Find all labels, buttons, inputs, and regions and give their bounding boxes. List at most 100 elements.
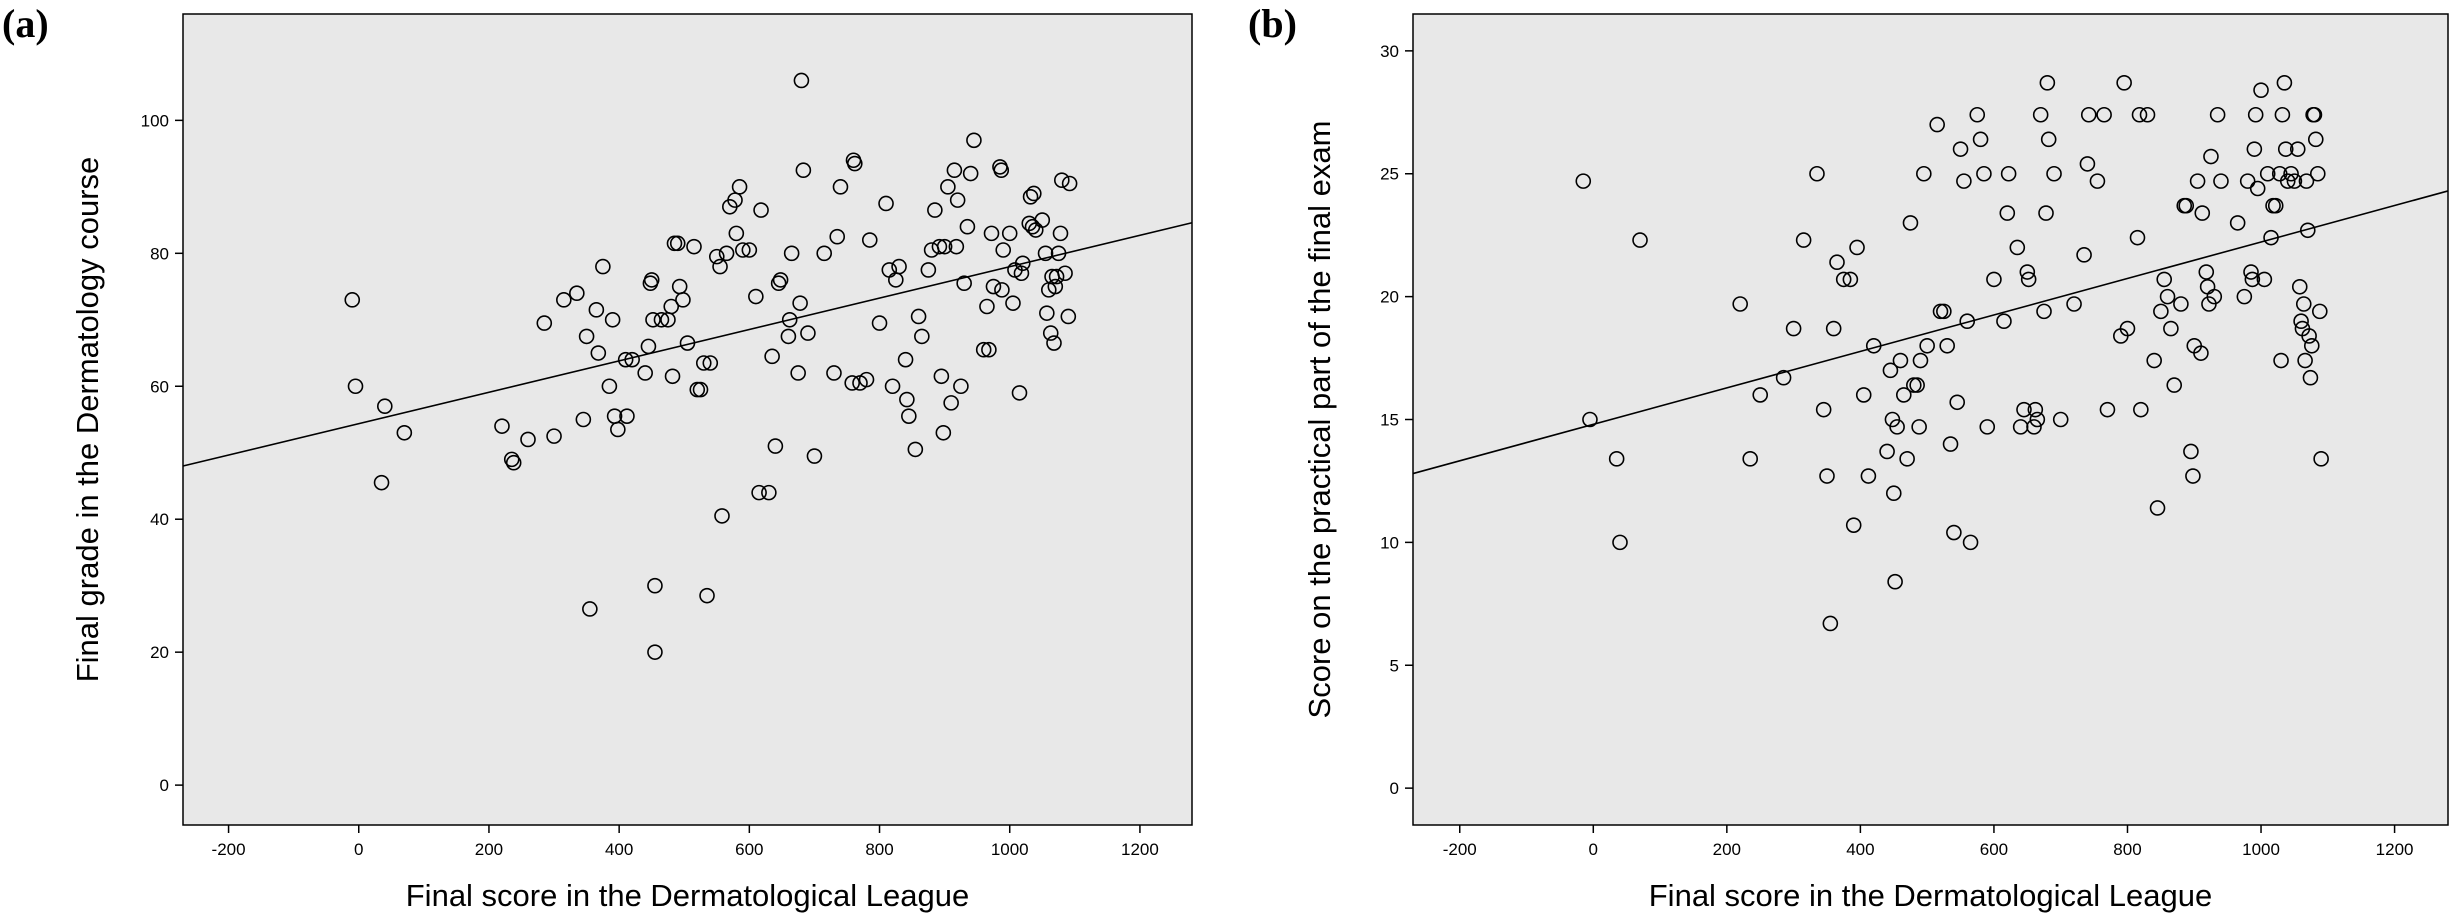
data-point-a: [714, 508, 730, 524]
data-point-a: [494, 418, 510, 434]
data-point-b: [2229, 215, 2246, 231]
data-point-b: [2183, 443, 2199, 460]
data-point-b: [1849, 239, 1865, 256]
data-point-a: [712, 258, 728, 275]
data-point-a: [546, 428, 562, 444]
x-axis-title-b: Final score in the Dermatological League: [1649, 878, 2212, 913]
data-point-b: [2206, 288, 2223, 305]
data-point-b: [2016, 401, 2032, 418]
data-point-a: [640, 338, 657, 355]
data-point-a: [829, 228, 846, 245]
data-point-a: [936, 238, 953, 255]
data-point-a: [748, 288, 764, 305]
y-axis-title-b: Score on the practical part of the final…: [1302, 121, 1337, 719]
data-point-b: [2166, 377, 2183, 393]
data-point-a: [1057, 265, 1073, 282]
data-point-a: [983, 225, 1000, 242]
data-point-b: [2099, 401, 2116, 418]
chart-panel-a: -200 0 200 400 600 800 1000 1200 0 20 40 60 80 100 Fin…: [70, 13, 1193, 913]
data-point-b: [2259, 165, 2276, 182]
data-point-b: [2289, 141, 2306, 157]
data-point-a: [1052, 225, 1069, 242]
data-point-b: [1889, 419, 1905, 435]
data-point-a: [891, 258, 907, 275]
data-point-b: [1775, 369, 1792, 386]
data-point-b: [1809, 165, 1825, 182]
data-point-a: [669, 235, 686, 252]
data-point-a: [800, 325, 816, 341]
plot-area-b: [1412, 13, 2449, 826]
y-tick-label-b: 10: [1380, 533, 1399, 552]
data-point-b: [1582, 411, 1598, 428]
data-point-a: [767, 438, 784, 454]
data-point-b: [2311, 303, 2328, 320]
data-point-b: [1976, 165, 1992, 182]
data-point-a: [575, 411, 592, 428]
data-point-a: [943, 395, 959, 411]
data-point-a: [781, 311, 798, 328]
data-point-a: [505, 454, 522, 471]
fit-line-a: [182, 221, 1193, 467]
data-point-b: [1819, 468, 1835, 484]
data-point-a: [1037, 245, 1054, 262]
data-point-b: [1785, 320, 1802, 337]
data-point-a: [675, 292, 691, 308]
data-point-a: [601, 378, 618, 395]
data-point-a: [948, 238, 965, 255]
y-tick-label-b: 0: [1390, 779, 1399, 798]
data-point-b: [2038, 205, 2054, 221]
data-point-a: [728, 225, 745, 242]
data-point-b: [1956, 173, 1972, 189]
data-point-a: [569, 285, 585, 301]
x-tick-label-b: 400: [1846, 840, 1874, 859]
data-point-b: [2301, 328, 2317, 344]
data-point-a: [1042, 325, 1059, 341]
data-point-a: [940, 179, 956, 195]
data-point-b: [1825, 320, 1842, 337]
data-point-a: [1001, 225, 1018, 242]
y-axis-title-a: Final grade in the Dermatology course: [70, 157, 105, 683]
data-point-b: [2020, 271, 2037, 288]
data-point-a: [858, 371, 875, 388]
data-point-a: [663, 298, 680, 315]
data-point-a: [637, 365, 653, 381]
y-tick-label-a: 100: [141, 111, 169, 130]
panel-b-label: (b): [1248, 1, 1297, 46]
data-point-b: [1885, 485, 1902, 502]
data-point-b: [2246, 141, 2263, 157]
y-tick-label-b: 20: [1380, 288, 1399, 307]
data-point-a: [588, 302, 605, 318]
data-point-a: [956, 275, 972, 292]
data-point-a: [520, 431, 536, 448]
x-tick-label-a: 600: [735, 840, 763, 859]
data-point-a: [1034, 212, 1051, 228]
data-point-b: [1612, 534, 1628, 551]
data-point-a: [907, 441, 924, 458]
data-point-a: [772, 272, 789, 288]
data-point-b: [2066, 296, 2082, 312]
data-point-b: [2209, 106, 2226, 123]
data-point-a: [899, 391, 915, 408]
data-point-b: [1895, 387, 1912, 403]
data-point-a: [699, 587, 715, 604]
data-point-b: [2173, 296, 2189, 312]
data-point-b: [2213, 173, 2229, 189]
data-point-b: [1986, 271, 2002, 288]
data-point-b: [1996, 313, 2012, 329]
data-point-a: [1048, 268, 1065, 285]
data-point-b: [2032, 106, 2049, 123]
data-point-b: [1860, 468, 1877, 484]
chart-panel-b: -200 0 200 400 600 800 1000 1200 0 5 10 15 20 25 30 Fin…: [1302, 13, 2449, 913]
data-point-a: [783, 245, 800, 262]
data-point-a: [753, 202, 769, 218]
data-point-a: [832, 179, 849, 195]
data-point-a: [792, 295, 808, 311]
data-point-b: [2026, 419, 2042, 435]
data-point-a: [1011, 385, 1028, 401]
data-point-a: [1005, 295, 1021, 311]
panel-a-label: (a): [2, 1, 49, 46]
data-point-a: [1013, 265, 1030, 282]
x-tick-label-a: 200: [475, 840, 503, 859]
data-point-a: [993, 162, 1010, 179]
